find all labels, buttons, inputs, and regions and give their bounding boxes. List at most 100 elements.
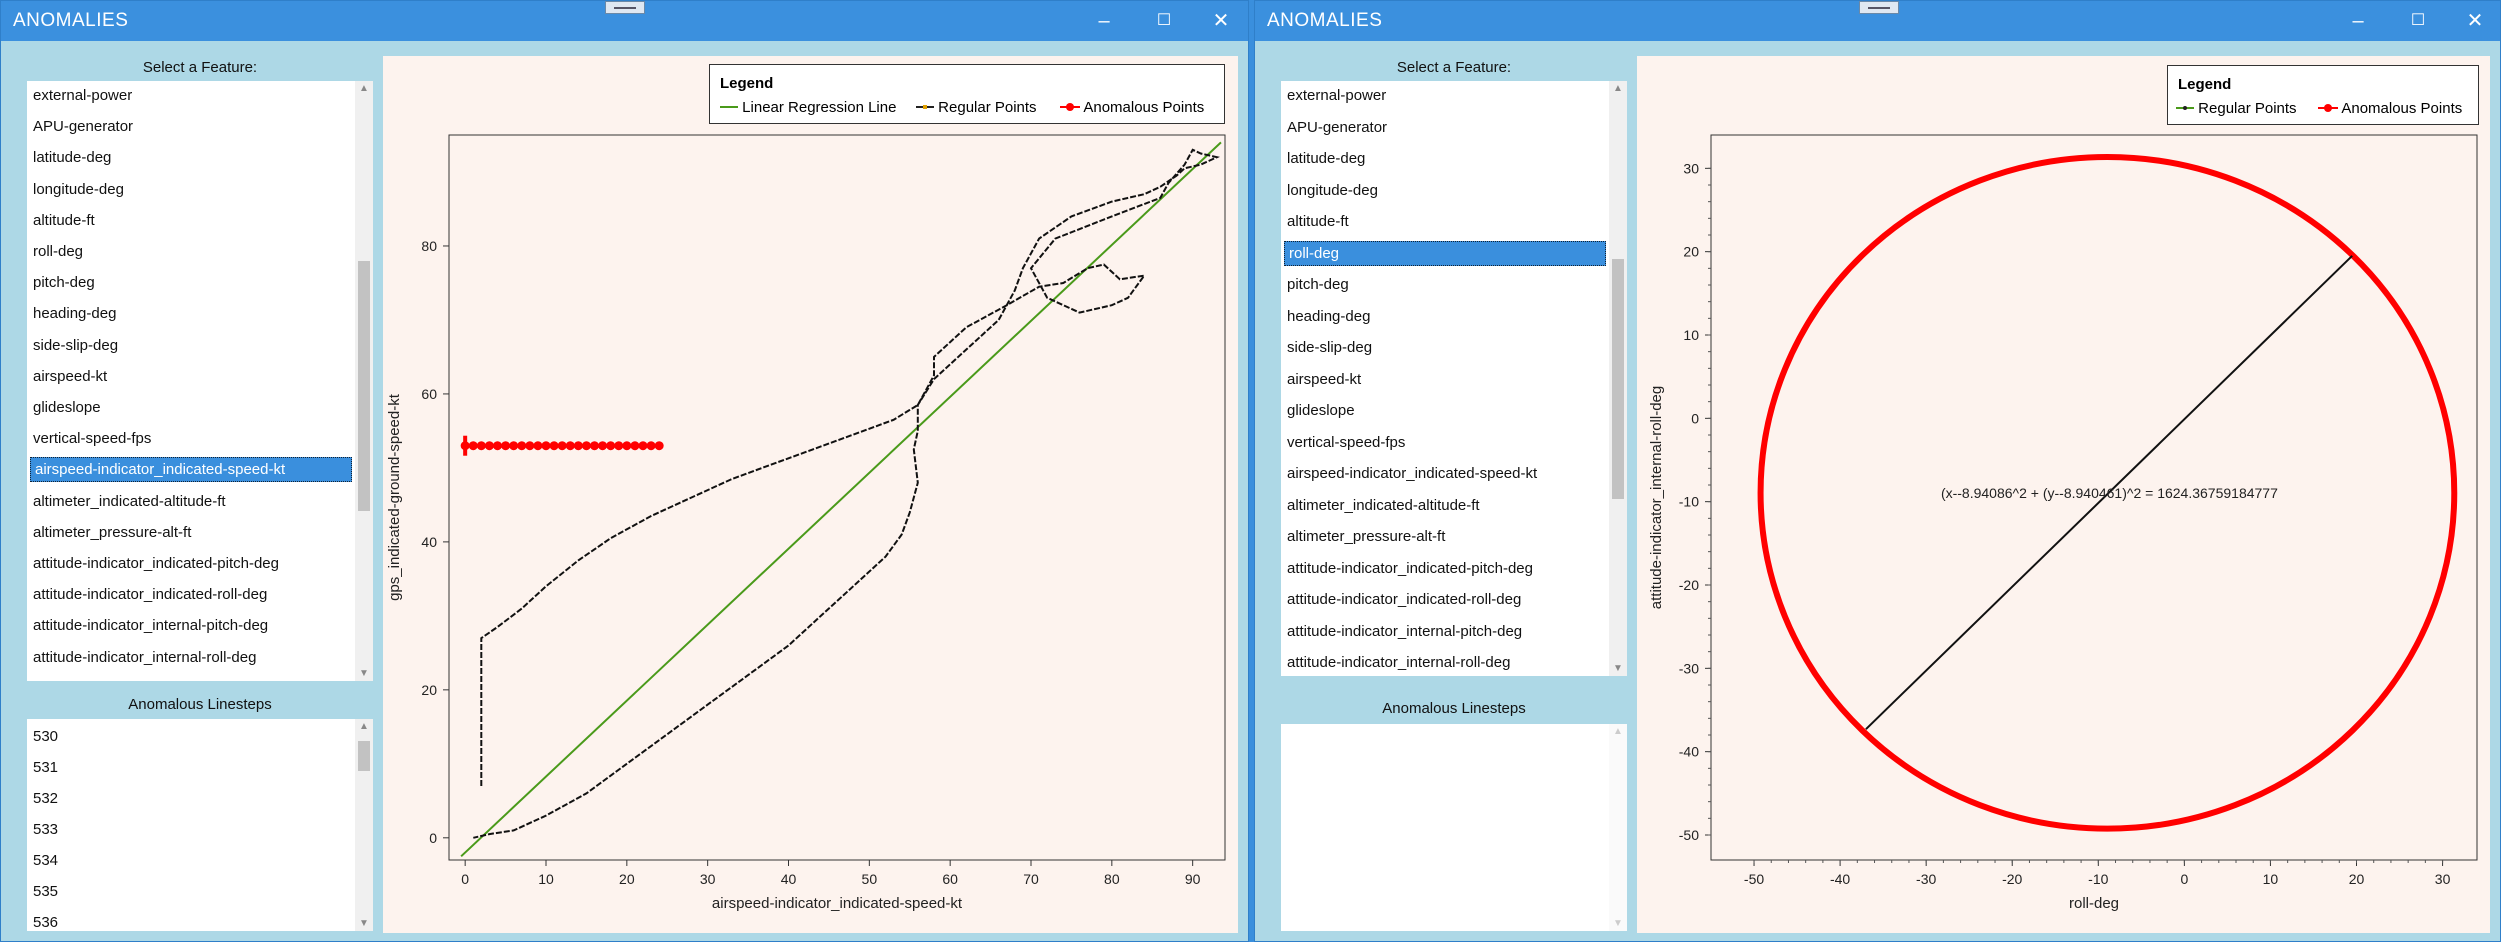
drag-grip-icon[interactable] <box>1859 1 1899 14</box>
regression-line <box>460 141 1222 858</box>
anomalous-point <box>646 441 656 451</box>
list-item[interactable]: altimeter_pressure-alt-ft <box>33 523 192 541</box>
list-item[interactable]: pitch-deg <box>1287 276 1349 293</box>
list-item[interactable]: airspeed-kt <box>1287 370 1362 388</box>
list-item[interactable]: heading-deg <box>33 305 117 323</box>
list-item[interactable]: 536 <box>33 914 59 931</box>
list-item[interactable]: glideslope <box>33 399 101 416</box>
scroll-down-icon[interactable]: ▼ <box>359 668 369 679</box>
list-item[interactable]: vertical-speed-fps <box>33 430 152 448</box>
minimize-icon[interactable]: – <box>1098 10 1110 32</box>
legend-item-regression: Linear Regression Line <box>720 99 896 116</box>
list-item[interactable]: 532 <box>33 790 59 807</box>
list-item[interactable]: altimeter_indicated-altitude-ft <box>1287 496 1480 514</box>
y-tick-label: 60 <box>421 386 437 402</box>
feature-list-scrollbar[interactable]: ▲ ▼ <box>1609 81 1627 676</box>
feature-list[interactable]: external-power APU-generator latitude-deg l… <box>1281 81 1627 676</box>
maximize-icon[interactable]: ☐ <box>2410 12 2426 29</box>
list-item[interactable]: external-power <box>1287 87 1387 104</box>
list-item[interactable]: vertical-speed-fps <box>1287 433 1406 451</box>
anomalous-point <box>517 441 527 451</box>
list-item[interactable]: external-power <box>33 87 133 104</box>
close-icon[interactable]: ✕ <box>1212 10 1230 32</box>
list-item[interactable]: 531 <box>33 759 59 776</box>
y-tick-label: 20 <box>1683 244 1699 260</box>
anomalous-point <box>541 441 551 451</box>
minimize-icon[interactable]: – <box>2352 10 2364 32</box>
list-item[interactable]: altimeter_indicated-altitude-ft <box>33 492 226 510</box>
y-tick-label: -10 <box>1679 494 1699 510</box>
feature-list[interactable]: external-power APU-generator latitude-deg l… <box>27 81 373 681</box>
anomalous-point <box>622 441 632 451</box>
list-item[interactable]: airspeed-indicator_indicated-speed-kt <box>1287 465 1538 482</box>
maximize-icon[interactable]: ☐ <box>1156 12 1172 29</box>
scroll-up-icon[interactable]: ▲ <box>359 83 369 94</box>
drag-grip-icon[interactable] <box>605 1 645 14</box>
list-item[interactable]: attitude-indicator_internal-pitch-deg <box>1287 622 1523 640</box>
y-tick-label: 80 <box>421 238 437 254</box>
y-tick-label: 0 <box>1691 410 1699 426</box>
anomalous-point <box>557 441 567 451</box>
list-item[interactable]: attitude-indicator_indicated-pitch-deg <box>33 555 279 572</box>
plot-panel: 0 10 20 30 40 50 60 70 80 90 0 20 40 60 80 airspeed-ind… <box>383 56 1238 933</box>
legend-label: Anomalous Points <box>1083 99 1205 116</box>
legend-label: Regular Points <box>2198 100 2297 117</box>
anomalous-point <box>533 441 543 451</box>
list-item[interactable]: attitude-indicator_internal-pitch-deg <box>33 617 269 635</box>
regular-points-line <box>1865 255 2353 730</box>
linesteps-list[interactable]: 530 531 532 533 534 535 536 ▲ ▼ <box>27 719 373 931</box>
scroll-thumb[interactable] <box>358 741 370 771</box>
list-item[interactable]: 530 <box>33 728 59 745</box>
list-item[interactable]: glideslope <box>1287 402 1355 419</box>
linesteps-scrollbar[interactable]: ▲ ▼ <box>355 719 373 931</box>
list-item[interactable]: longitude-deg <box>33 180 124 198</box>
list-item[interactable]: side-slip-deg <box>33 336 119 354</box>
list-item[interactable]: APU-generator <box>1287 118 1388 136</box>
list-item[interactable]: altitude-ft <box>1287 213 1349 230</box>
list-item[interactable]: 535 <box>33 883 59 900</box>
scroll-thumb[interactable] <box>358 261 370 511</box>
scroll-down-icon[interactable]: ▼ <box>359 918 369 929</box>
list-item[interactable]: attitude-indicator_indicated-roll-deg <box>33 586 268 604</box>
list-item[interactable]: latitude-deg <box>33 149 112 167</box>
x-tick-label: 10 <box>538 871 554 887</box>
list-item-selected[interactable]: airspeed-indicator_indicated-speed-kt <box>30 457 352 483</box>
plot-frame <box>448 134 1226 861</box>
scroll-down-icon[interactable]: ▼ <box>1613 663 1623 674</box>
list-item[interactable]: 533 <box>33 821 59 838</box>
regular-points-trace <box>473 148 1220 839</box>
legend-item-regular: Regular Points <box>916 99 1037 116</box>
list-item[interactable]: attitude-indicator_indicated-roll-deg <box>1287 591 1522 608</box>
feature-list-scrollbar[interactable]: ▲ ▼ <box>355 81 373 681</box>
linesteps-scrollbar[interactable]: ▲ ▼ <box>1609 724 1627 931</box>
close-icon[interactable]: ✕ <box>2466 10 2484 32</box>
anomalous-point <box>573 441 583 451</box>
list-item-selected[interactable]: roll-deg <box>1284 240 1606 266</box>
list-item[interactable]: heading-deg <box>1287 307 1371 325</box>
list-item[interactable]: airspeed-kt <box>33 367 108 385</box>
scroll-down-icon[interactable]: ▼ <box>1613 918 1623 929</box>
list-item[interactable]: altimeter_pressure-alt-ft <box>1287 528 1446 545</box>
title-bar[interactable]: ANOMALIES – ☐ ✕ <box>1 1 1248 41</box>
list-item[interactable]: attitude-indicator_indicated-pitch-deg <box>1287 559 1533 577</box>
y-tick-label: -20 <box>1679 577 1699 593</box>
anomalous-point <box>565 441 575 451</box>
title-bar[interactable]: ANOMALIES – ☐ ✕ <box>1255 1 2500 41</box>
list-item[interactable]: latitude-deg <box>1287 150 1366 167</box>
line-swatch-icon <box>2176 106 2194 110</box>
x-tick-label: 0 <box>461 871 469 887</box>
scroll-up-icon[interactable]: ▲ <box>1613 726 1623 737</box>
scroll-up-icon[interactable]: ▲ <box>1613 83 1623 94</box>
list-item[interactable]: APU-generator <box>33 118 134 136</box>
list-item[interactable]: attitude-indicator_internal-roll-deg <box>33 648 257 666</box>
list-item[interactable]: 534 <box>33 852 59 869</box>
list-item[interactable]: longitude-deg <box>1287 181 1378 199</box>
list-item[interactable]: roll-deg <box>33 243 84 260</box>
scroll-up-icon[interactable]: ▲ <box>359 721 369 732</box>
list-item[interactable]: pitch-deg <box>33 274 95 292</box>
list-item[interactable]: side-slip-deg <box>1287 339 1373 356</box>
linesteps-list[interactable]: ▲ ▼ <box>1281 724 1627 931</box>
list-item[interactable]: altitude-ft <box>33 211 95 229</box>
scroll-thumb[interactable] <box>1612 259 1624 499</box>
list-item[interactable]: attitude-indicator_internal-roll-deg <box>1287 654 1511 671</box>
